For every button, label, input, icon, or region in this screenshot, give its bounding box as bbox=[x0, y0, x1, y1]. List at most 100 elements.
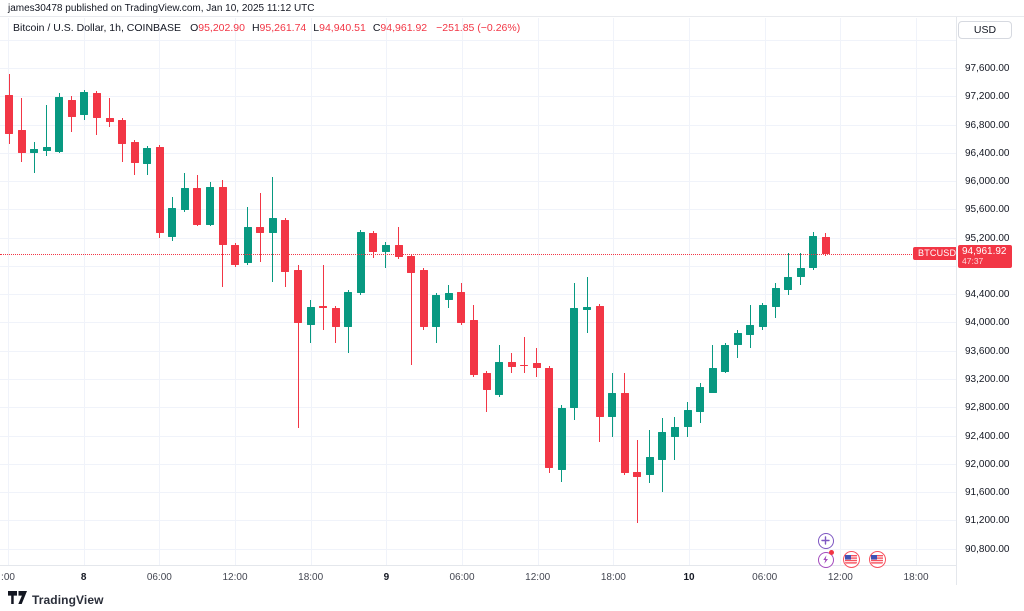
candle bbox=[394, 245, 403, 258]
tradingview-logo-icon bbox=[8, 590, 27, 610]
price-axis-label: 93,600.00 bbox=[965, 345, 1010, 357]
candle bbox=[256, 227, 265, 234]
candle bbox=[444, 293, 453, 300]
candle bbox=[469, 320, 478, 376]
candle bbox=[645, 457, 654, 476]
alert-notification-dot bbox=[829, 550, 834, 555]
candle-wick bbox=[322, 264, 324, 330]
change-value: −251.85 (−0.26%) bbox=[436, 22, 521, 34]
time-axis[interactable]: :00 8 06:00 12:00 18:00 9 06:00 12:00 18:00 10 06:… bbox=[0, 565, 1024, 587]
candle-wick bbox=[297, 264, 299, 429]
candle-wick bbox=[486, 370, 487, 412]
price-axis-label: 97,600.00 bbox=[965, 63, 1010, 74]
candle bbox=[495, 362, 504, 395]
candle bbox=[721, 345, 730, 372]
candle-wick bbox=[46, 105, 48, 156]
high-value: 95,261.74 bbox=[259, 22, 307, 34]
candle-wick bbox=[674, 416, 676, 460]
h-gridline bbox=[0, 407, 956, 409]
candle bbox=[746, 324, 755, 335]
candle-wick bbox=[410, 253, 412, 365]
candle bbox=[193, 188, 202, 225]
currency-button[interactable]: USD bbox=[958, 21, 1012, 39]
candle bbox=[821, 237, 830, 255]
v-gridline bbox=[764, 18, 766, 565]
candle bbox=[306, 306, 315, 325]
candle bbox=[80, 92, 89, 115]
price-axis[interactable]: 97,600.00 97,200.00 96,800.00 96,400.00 96,0… bbox=[956, 17, 1024, 585]
candle bbox=[407, 256, 416, 273]
candle-wick bbox=[109, 98, 111, 127]
candle bbox=[5, 94, 13, 135]
time-axis-label: 18:00 bbox=[600, 572, 626, 583]
h-gridline bbox=[0, 294, 956, 296]
candle bbox=[319, 305, 328, 308]
low-value: 94,940.51 bbox=[319, 22, 366, 34]
candle bbox=[457, 292, 466, 324]
candle bbox=[545, 368, 554, 469]
candle bbox=[758, 305, 767, 328]
price-axis-label: 96,000.00 bbox=[965, 176, 1010, 188]
candle bbox=[708, 368, 717, 394]
candle bbox=[369, 233, 378, 253]
candle bbox=[105, 117, 114, 123]
candle bbox=[683, 410, 692, 428]
plus-circle-icon[interactable] bbox=[818, 533, 834, 549]
price-axis-label: 92,400.00 bbox=[965, 430, 1010, 442]
candle bbox=[570, 307, 579, 408]
price-axis-label: 92,800.00 bbox=[965, 402, 1010, 414]
close-label: C bbox=[372, 22, 381, 34]
price-axis-label: 91,200.00 bbox=[965, 515, 1010, 527]
us-flag-event-icon[interactable] bbox=[843, 551, 860, 568]
open-value: 95,202.90 bbox=[198, 22, 245, 34]
us-flag-event-icon[interactable] bbox=[869, 551, 886, 568]
candle-wick bbox=[636, 440, 638, 523]
price-axis-label: 94,000.00 bbox=[965, 317, 1010, 329]
candle-wick bbox=[536, 347, 538, 377]
h-gridline bbox=[0, 492, 956, 494]
h-gridline bbox=[0, 520, 956, 522]
candle bbox=[733, 333, 742, 346]
time-axis-label: 06:00 bbox=[752, 572, 778, 583]
price-axis-label: 97,200.00 bbox=[965, 91, 1010, 103]
v-gridline bbox=[916, 18, 918, 565]
candle bbox=[520, 364, 529, 366]
h-gridline bbox=[0, 152, 956, 154]
candle bbox=[356, 231, 365, 294]
time-axis-label: 06:00 bbox=[146, 572, 172, 583]
candle bbox=[658, 432, 667, 460]
candle bbox=[206, 187, 215, 225]
low-label: L bbox=[313, 22, 320, 34]
h-gridline bbox=[0, 435, 956, 437]
v-gridline bbox=[462, 18, 464, 565]
v-gridline bbox=[310, 18, 312, 565]
candle bbox=[92, 93, 101, 118]
candle bbox=[42, 146, 51, 152]
tradingview-logo[interactable]: TradingView bbox=[8, 590, 104, 610]
price-axis-label: 95,600.00 bbox=[965, 204, 1010, 216]
v-gridline bbox=[840, 18, 842, 565]
close-value: 94,961.92 bbox=[380, 22, 428, 34]
price-axis-label: 92,000.00 bbox=[965, 458, 1010, 470]
h-gridline bbox=[0, 39, 956, 41]
attribution-bar: james30478 published on TradingView.com,… bbox=[0, 0, 1024, 17]
candle bbox=[30, 148, 39, 154]
candle bbox=[281, 219, 290, 272]
last-price-value: 94,961.92 bbox=[962, 246, 1007, 257]
lightning-alert-icon[interactable] bbox=[818, 552, 834, 568]
candle bbox=[168, 207, 177, 237]
tradingview-logo-text: TradingView bbox=[32, 593, 104, 607]
candle bbox=[557, 408, 566, 470]
candle-wick bbox=[523, 336, 525, 373]
candle bbox=[482, 373, 491, 390]
candle bbox=[809, 235, 818, 269]
v-gridline bbox=[386, 18, 388, 565]
candle bbox=[294, 270, 303, 324]
symbol-title: Bitcoin / U.S. Dollar, 1h, COINBASE bbox=[13, 22, 182, 34]
candle bbox=[218, 187, 227, 246]
time-axis-label: 06:00 bbox=[449, 572, 475, 583]
v-gridline bbox=[235, 18, 236, 565]
last-price-axis-label: 94,961.92 47:37 bbox=[958, 245, 1012, 268]
